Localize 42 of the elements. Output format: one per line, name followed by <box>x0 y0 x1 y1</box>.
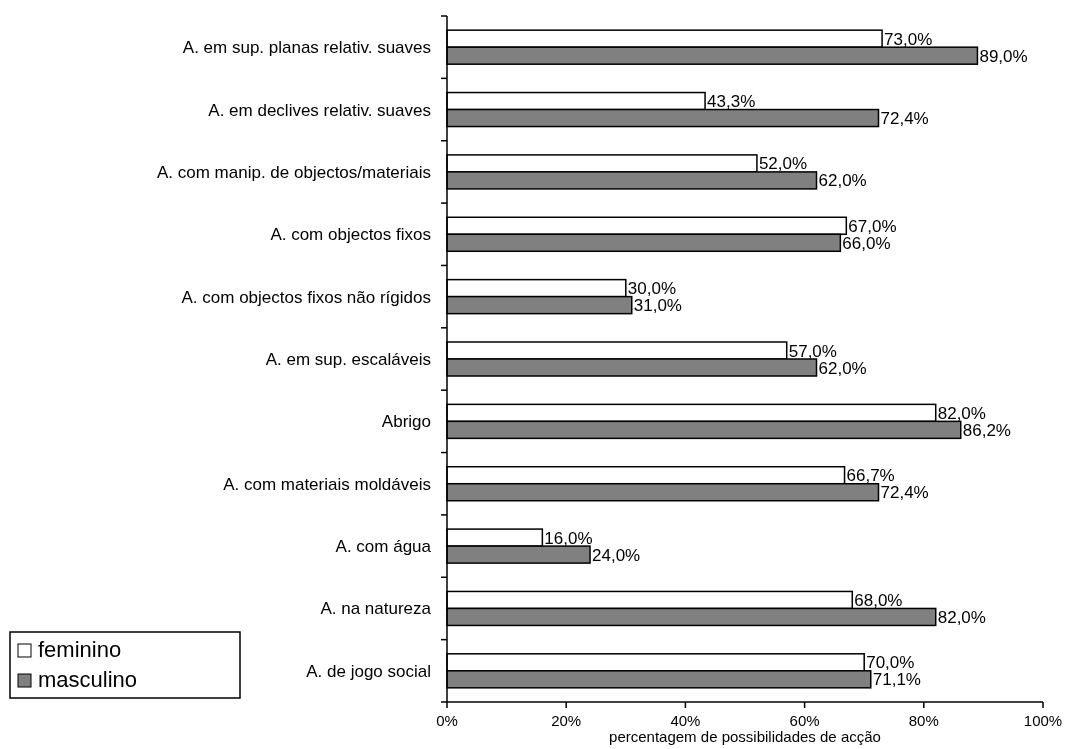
data-label: 89,0% <box>979 46 1028 66</box>
y-tick-label: A. em declives relativ. suaves <box>208 100 431 120</box>
data-label: 72,4% <box>880 109 929 129</box>
y-tick-label: A. com materiais moldáveis <box>223 474 431 494</box>
x-tick-label: 0% <box>436 712 458 729</box>
data-label: 67,0% <box>848 216 897 236</box>
data-label: 24,0% <box>592 545 641 565</box>
y-tick-label: A. com objectos fixos não rígidos <box>181 287 431 307</box>
data-label: 62,0% <box>818 358 867 378</box>
x-tick-label: 40% <box>670 712 701 729</box>
x-tick-label: 60% <box>789 712 820 729</box>
data-label: 82,0% <box>937 607 986 627</box>
x-tick-label: 20% <box>551 712 582 729</box>
data-label: 82,0% <box>937 403 986 423</box>
data-label: 71,1% <box>872 670 921 690</box>
data-label: 57,0% <box>788 341 837 361</box>
y-tick-label: A. com água <box>335 537 432 557</box>
data-label: 52,0% <box>758 154 808 174</box>
data-label: 31,0% <box>633 296 682 316</box>
data-label: 73,0% <box>884 29 933 49</box>
x-tick-label: 80% <box>908 712 939 729</box>
x-axis-title: percentagem de possibilidades de acção <box>609 728 881 745</box>
x-tick-label: 100% <box>1023 712 1063 729</box>
y-tick-label: Abrigo <box>381 412 431 432</box>
legend-label: masculino <box>38 667 138 692</box>
data-label: 72,4% <box>880 483 929 503</box>
y-tick-label: A. em sup. escaláveis <box>265 350 431 369</box>
data-label: 62,0% <box>818 171 867 191</box>
y-tick-label: A. de jogo social <box>306 661 431 681</box>
data-label: 70,0% <box>866 653 915 673</box>
data-label: 16,0% <box>544 528 593 548</box>
y-tick-label: A. em sup. planas relativ. suaves <box>182 38 431 58</box>
y-tick-label: A. com objectos fixos <box>270 225 431 245</box>
legend-label: feminino <box>38 637 122 662</box>
data-label: 30,0% <box>627 279 676 299</box>
data-label: 86,2% <box>962 420 1011 440</box>
data-label: 68,0% <box>854 590 903 610</box>
y-tick-label: A. com manip. de objectos/materiais <box>156 162 431 182</box>
data-label: 43,3% <box>707 92 756 112</box>
y-tick-label: A. na natureza <box>320 599 432 619</box>
data-label: 66,0% <box>842 233 891 253</box>
data-label: 66,7% <box>846 466 895 486</box>
